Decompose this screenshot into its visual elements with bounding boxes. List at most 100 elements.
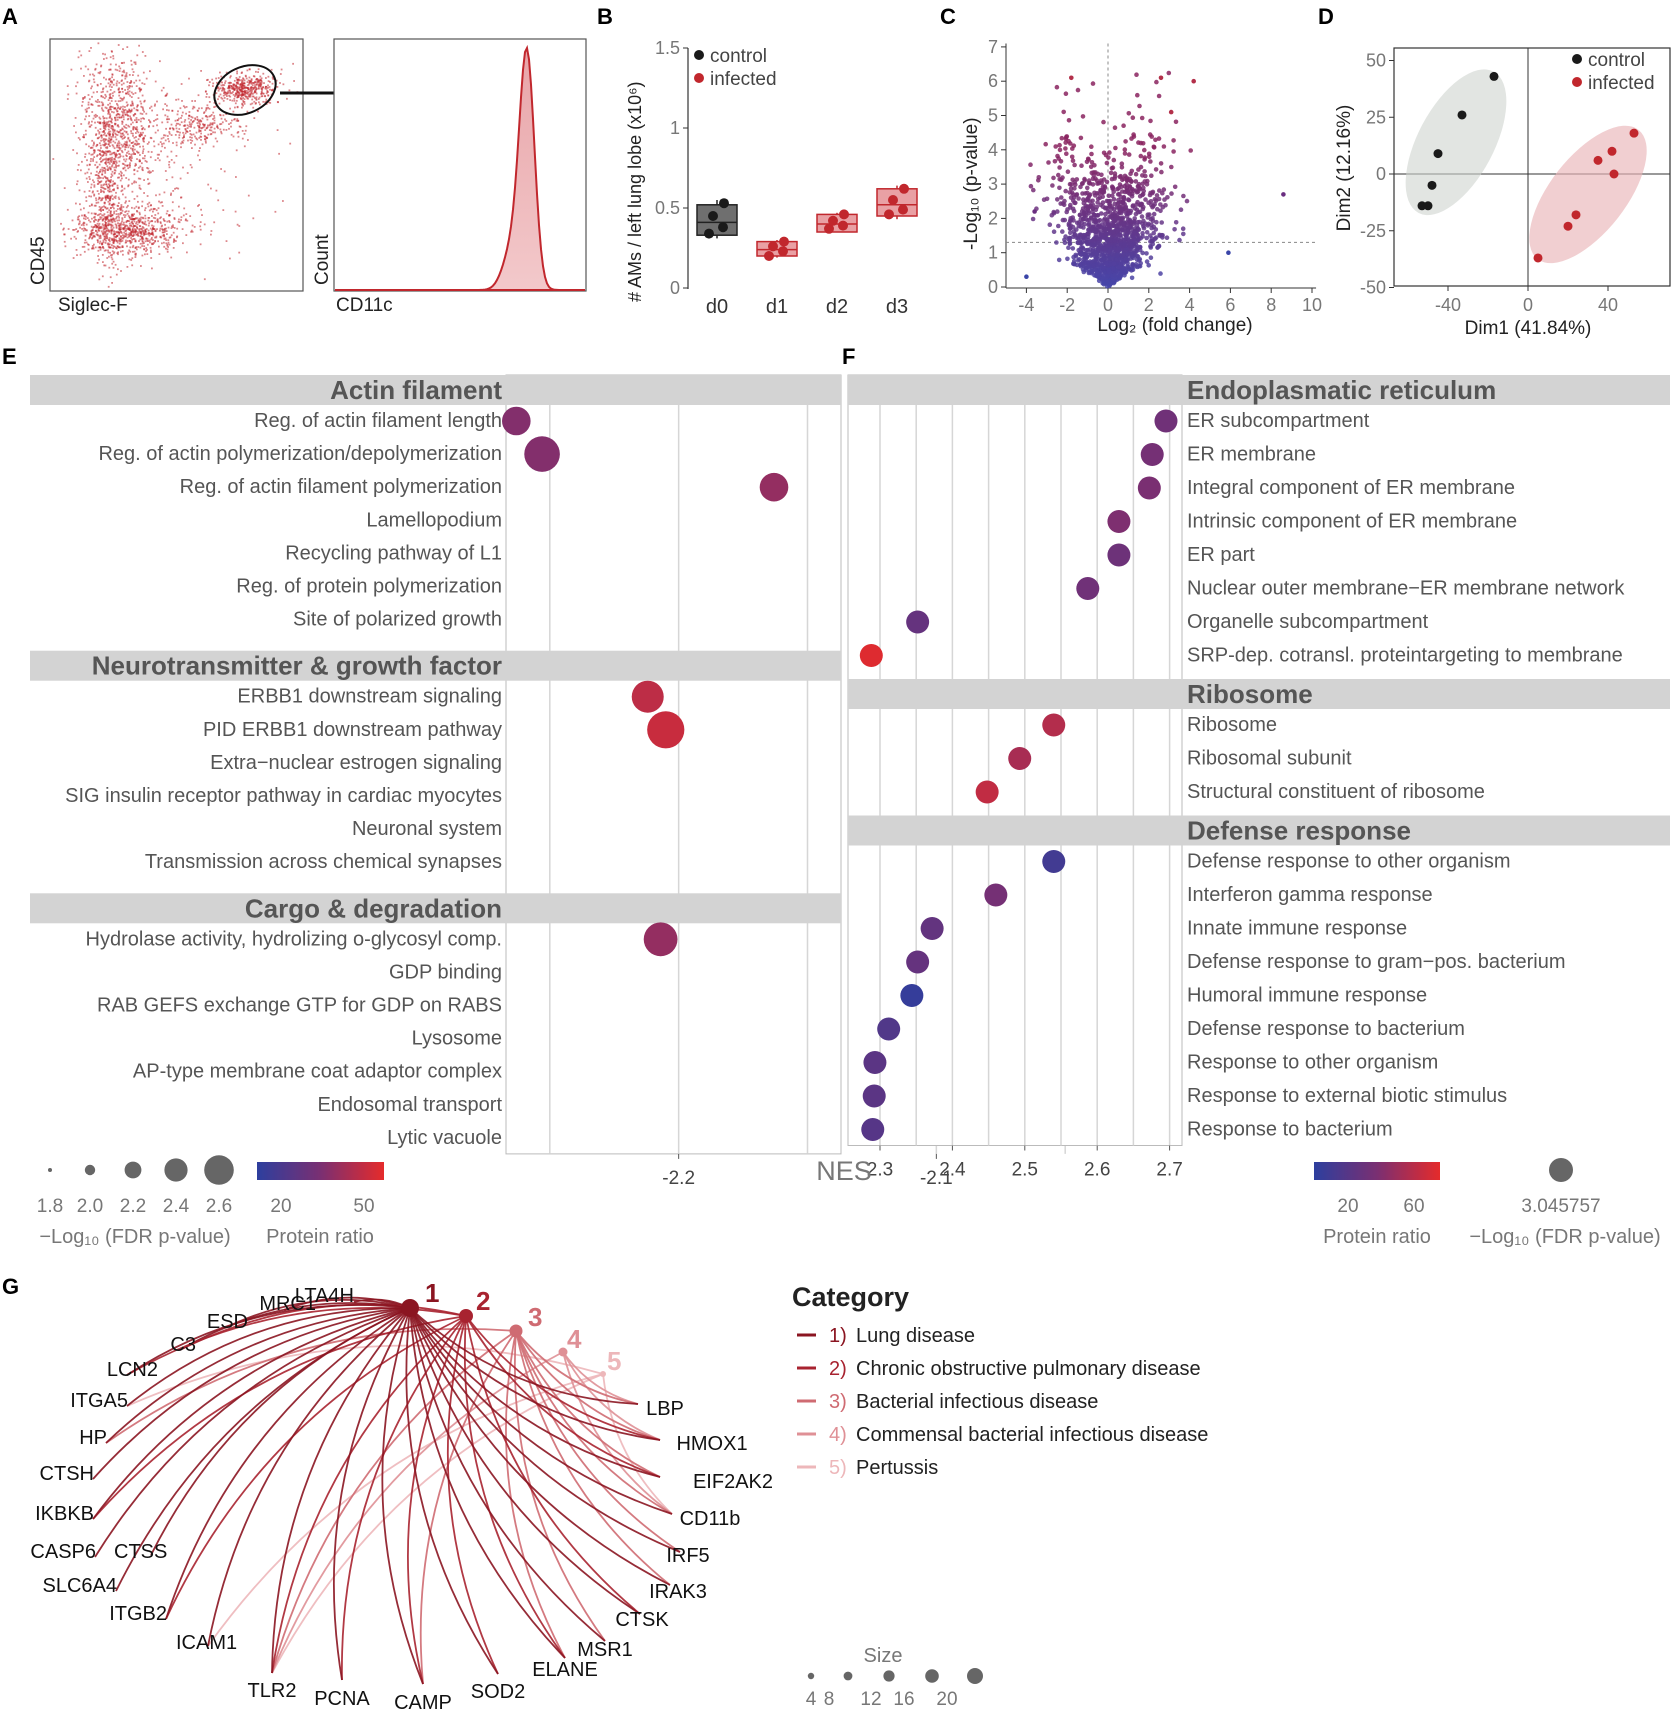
g-edge (94, 1307, 411, 1558)
g-edge (165, 1307, 411, 1620)
f-group-header-bar (848, 375, 1670, 405)
g-size-label: 16 (893, 1689, 914, 1710)
panel-a: A Siglec-F CD45 CD11c Count (2, 4, 587, 316)
b-ytick-label: 1 (670, 118, 680, 138)
g-gene-label: TLR2 (248, 1680, 297, 1702)
g-gene-label: ITGA5 (70, 1390, 128, 1412)
d-point-control (1489, 71, 1499, 81)
f-term-bubble (984, 883, 1008, 907)
g-hub-label-2: 2 (476, 1286, 490, 1316)
b-point (839, 209, 849, 220)
f-group-header-bar (848, 679, 1670, 709)
f-term-label: Response to external biotic stimulus (1187, 1085, 1507, 1107)
g-edges (92, 1296, 681, 1685)
g-size-dot (807, 1672, 815, 1680)
g-size-label: 20 (936, 1689, 957, 1710)
e-term-label: Hydrolase activity, hydrolizing o-glycos… (86, 928, 502, 950)
g-edge (515, 1330, 661, 1441)
f-term-bubble (1140, 443, 1164, 466)
panel-letter-f: F (842, 344, 855, 369)
g-edge (562, 1351, 661, 1441)
g-gene-label: LBP (646, 1398, 684, 1420)
g-size-title: Size (864, 1645, 903, 1667)
nes-xlabel: NES (816, 1156, 872, 1186)
f-term-bubble (862, 1084, 886, 1108)
g-gene-label: LCN2 (107, 1359, 158, 1381)
f-term-bubble (1076, 577, 1100, 600)
f-term-label: ER part (1187, 544, 1255, 566)
g-category-legend: 1) Lung disease 2) Chronic obstructive pulm… (797, 1325, 1208, 1479)
d-legend-control-dot (1572, 54, 1582, 64)
e-term-bubble (502, 406, 531, 436)
g-edge (446, 1315, 499, 1675)
b-point (888, 195, 898, 205)
b-point (828, 215, 838, 226)
b-ytick-label: 0.5 (655, 198, 680, 218)
b-point (778, 246, 788, 257)
g-gene-label: SLC6A4 (43, 1575, 118, 1597)
f-term-label: Defense response to gram−pos. bacterium (1187, 951, 1566, 973)
g-edge (409, 1307, 673, 1515)
d-ytick-label: 50 (1366, 51, 1386, 71)
d-ylabel: Dim2 (12.16%) (1334, 105, 1355, 232)
c-xtick-label: 0 (1103, 295, 1113, 315)
e-term-label: Reg. of protein polymerization (236, 576, 502, 598)
g-size-legend: 4 8 12 16 20 (806, 1668, 983, 1710)
b-box (696, 204, 738, 236)
e-term-label: Recycling pathway of L1 (285, 542, 502, 564)
g-gene-label: SOD2 (471, 1681, 525, 1703)
g-edge (224, 1298, 411, 1329)
g-hub-3 (509, 1324, 523, 1338)
g-edge (115, 1307, 411, 1592)
f-term-bubble (1154, 409, 1178, 433)
g-edge (126, 1306, 467, 1376)
f-term-label: Organelle subcompartment (1187, 611, 1429, 633)
g-legend-num: 5) (829, 1457, 847, 1479)
g-size-label: 12 (860, 1689, 881, 1710)
g-edge (92, 1315, 467, 1520)
f-color-label-60: 60 (1403, 1196, 1424, 1217)
e-size-dot (204, 1155, 234, 1185)
e-term-label: Neuronal system (352, 818, 502, 840)
e-group-header-bar (30, 650, 841, 681)
g-edge (409, 1307, 661, 1441)
g-edge (381, 1307, 424, 1685)
g-gene-label: PCNA (314, 1688, 370, 1710)
g-edge (126, 1304, 411, 1376)
g-edge (409, 1307, 639, 1405)
f-group-header: Ribosome (1187, 679, 1313, 709)
g-gene-label: CAMP (394, 1692, 452, 1714)
g-size-dot (925, 1669, 939, 1683)
flow-dots (52, 42, 299, 288)
f-term-label: Defense response to other organism (1187, 851, 1511, 873)
c-ytick-label: 5 (988, 106, 998, 126)
b-point (718, 222, 728, 233)
f-term-bubble (1042, 713, 1066, 737)
e-term-label: Lytic vacuole (387, 1127, 502, 1149)
c-xtick-label: 4 (1185, 295, 1195, 315)
g-edge (409, 1307, 566, 1659)
d-infected-ellipse (1529, 125, 1647, 264)
g-legend-name: Bacterial infectious disease (856, 1391, 1098, 1413)
d-xtick-label: 0 (1523, 295, 1533, 315)
f-group-header-bar (848, 815, 1670, 846)
b-point (764, 251, 774, 261)
e-term-label: SIG insulin receptor pathway in cardiac … (65, 785, 502, 807)
d-ytick-label: 25 (1366, 107, 1386, 127)
f-group-header: Defense response (1187, 816, 1411, 846)
f-size-dot (1549, 1158, 1573, 1182)
b-point (704, 228, 714, 239)
f-size-title: −Log₁₀ (FDR p-value) (1469, 1226, 1660, 1248)
g-edge (179, 1302, 411, 1351)
g-gene-label: ELANE (532, 1659, 598, 1681)
panel-d: D -40 0 40 50 25 0 -25 -50 control infected Dim… (1318, 4, 1671, 339)
f-chart-area: 2.3 2.4 2.5 2.6 2.7 Endoplasmatic reticulum Ri… (847, 374, 1670, 1181)
g-gene-label: CD11b (680, 1508, 741, 1530)
g-gene-label: CTSS (114, 1541, 167, 1563)
g-edge (405, 1307, 499, 1675)
e-color-bar (257, 1162, 384, 1180)
g-edge (207, 1307, 411, 1647)
c-xtick-label: -2 (1059, 295, 1075, 315)
f-term-bubble (920, 917, 944, 940)
d-point-control (1457, 110, 1467, 120)
